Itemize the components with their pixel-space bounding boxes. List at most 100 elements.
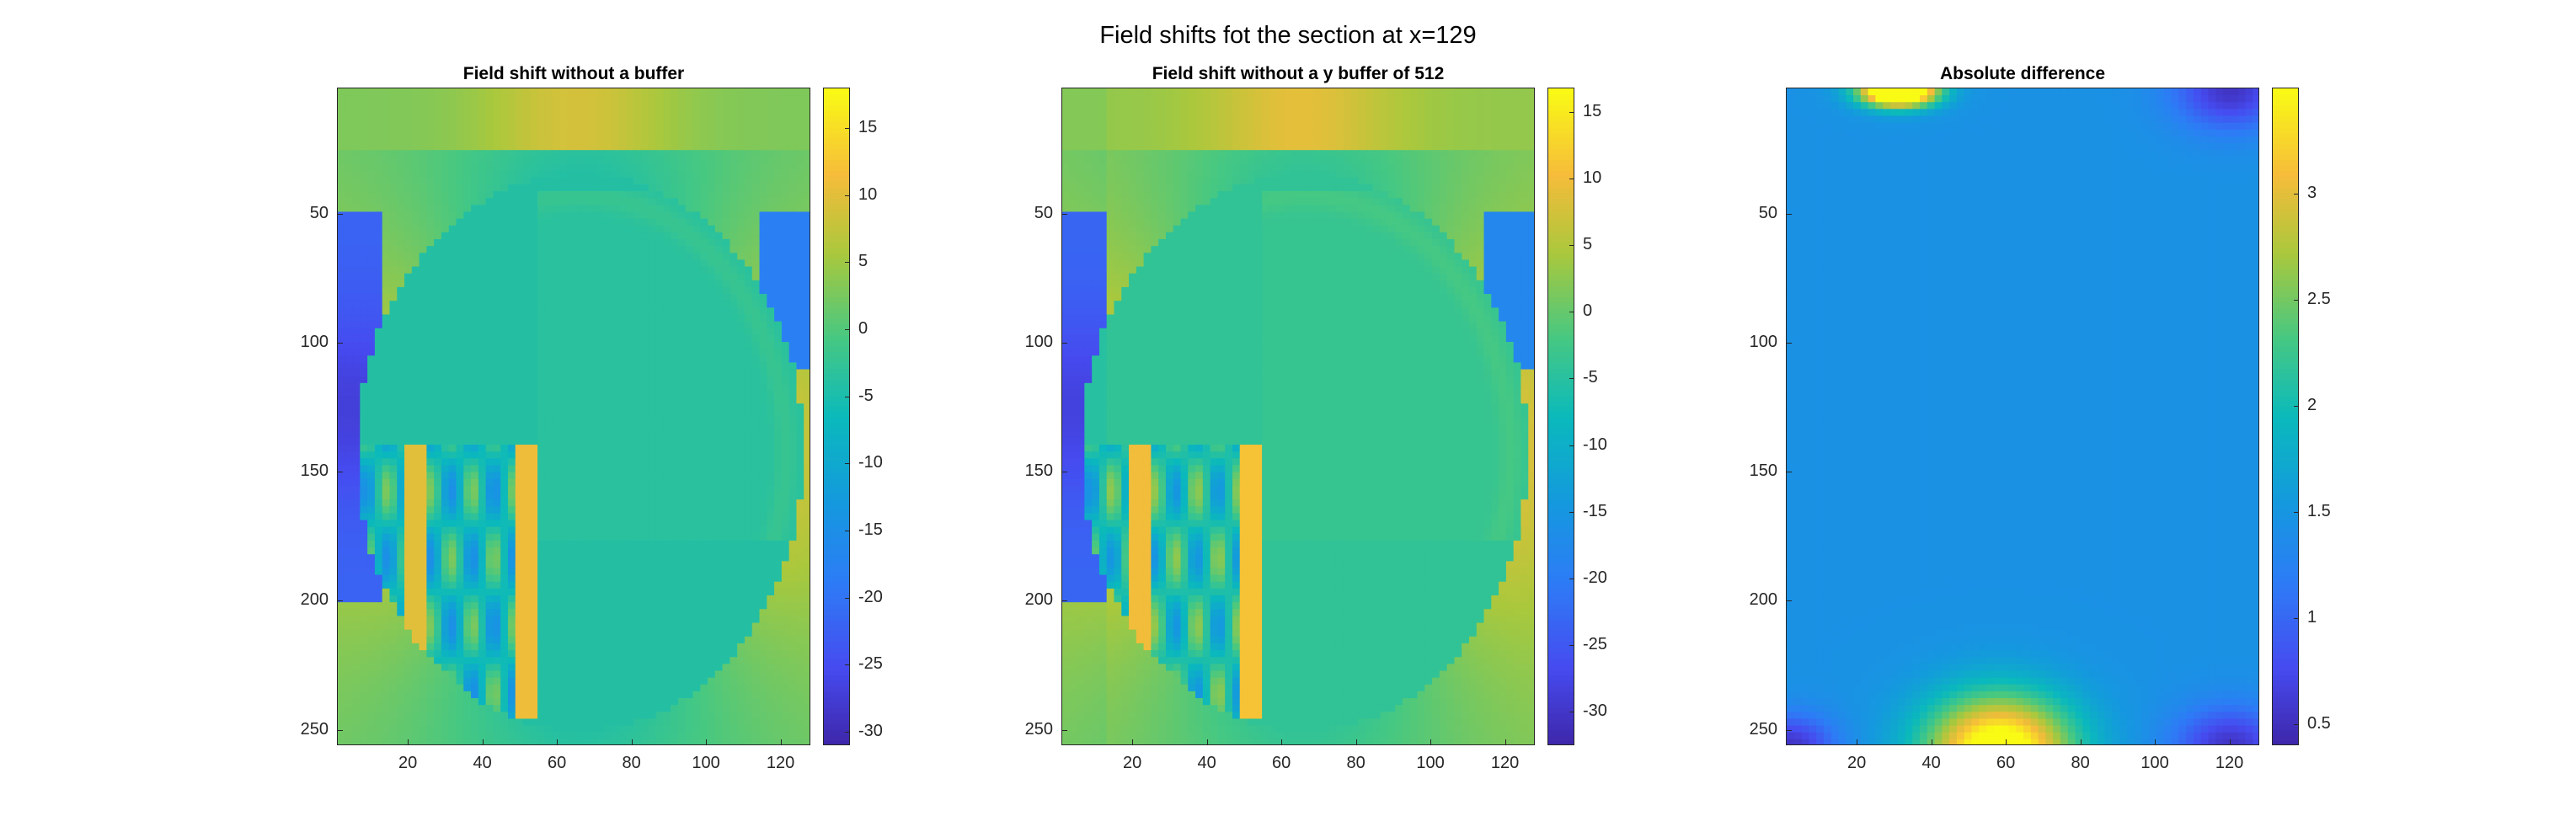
heatmap-cell: [478, 115, 487, 124]
heatmap-cell: [648, 177, 657, 185]
heatmap-cell: [544, 102, 553, 110]
heatmap-cell: [671, 301, 679, 308]
heatmap-cell: [426, 280, 435, 288]
heatmap-cell: [685, 225, 694, 233]
heatmap-cell: [559, 136, 568, 144]
heatmap-cell: [552, 437, 561, 445]
heatmap-cell: [722, 328, 731, 336]
heatmap-cell: [374, 246, 383, 253]
heatmap-cell: [788, 595, 798, 603]
heatmap-cell: [360, 136, 368, 144]
heatmap-cell: [507, 609, 516, 617]
heatmap-cell: [522, 136, 531, 144]
heatmap-cell: [767, 143, 775, 151]
heatmap-cell: [382, 177, 391, 185]
heatmap-cell: [448, 294, 457, 301]
heatmap-cell: [478, 205, 487, 213]
heatmap-cell: [641, 177, 649, 185]
heatmap-cell: [559, 266, 568, 275]
heatmap-cell: [389, 445, 398, 452]
heatmap-cell: [581, 115, 591, 124]
heatmap-cell: [352, 465, 361, 473]
heatmap-cell: [530, 109, 538, 117]
heatmap-cell: [404, 581, 413, 589]
heatmap-cell: [382, 581, 391, 589]
heatmap-cell: [338, 342, 346, 349]
heatmap-cell: [463, 382, 472, 391]
heatmap-cell: [575, 397, 583, 404]
heatmap-cell: [648, 526, 657, 535]
heatmap-cell: [692, 499, 701, 507]
heatmap-cell: [360, 191, 368, 199]
heatmap-cell: [685, 513, 694, 521]
heatmap-cell: [751, 136, 761, 144]
heatmap-cell: [604, 102, 612, 110]
heatmap-cell: [352, 314, 361, 323]
heatmap-cell: [575, 286, 583, 295]
heatmap-cell: [419, 472, 427, 480]
heatmap-cell: [788, 198, 798, 205]
heatmap-cell: [655, 376, 664, 384]
heatmap-cell: [397, 588, 405, 596]
heatmap-cell: [485, 259, 494, 268]
heatmap-cell: [345, 561, 354, 569]
heatmap-cell: [522, 554, 531, 562]
heatmap-cell: [722, 143, 731, 151]
heatmap-cell: [352, 506, 361, 514]
heatmap-cell: [759, 506, 767, 514]
heatmap-cell: [537, 280, 546, 288]
heatmap-cell: [581, 225, 591, 233]
heatmap-cell: [507, 177, 516, 185]
heatmap-cell: [633, 259, 642, 268]
heatmap-cell: [781, 355, 790, 364]
heatmap-cell: [389, 157, 398, 165]
heatmap-cell: [345, 588, 354, 596]
heatmap-cell: [655, 437, 664, 445]
heatmap-cell: [500, 342, 509, 349]
heatmap-cell: [515, 273, 524, 281]
heatmap-cell: [448, 238, 457, 247]
heatmap-cell: [448, 314, 457, 323]
heatmap-cell: [500, 259, 509, 268]
heatmap-cell: [544, 410, 553, 419]
heatmap-cell: [404, 574, 413, 583]
heatmap-cell: [367, 143, 376, 151]
heatmap-cell: [788, 362, 798, 371]
heatmap-cell: [781, 286, 790, 295]
heatmap-cell: [596, 355, 605, 364]
heatmap-cell: [655, 307, 664, 316]
heatmap-cell: [611, 437, 620, 445]
heatmap-cell: [781, 321, 790, 329]
heatmap-cell: [552, 588, 561, 596]
heatmap-cell: [567, 280, 575, 288]
heatmap-cell: [493, 397, 501, 404]
heatmap-cell: [759, 561, 767, 569]
heatmap-cell: [714, 301, 724, 308]
heatmap-cell: [633, 410, 642, 419]
heatmap-cell: [641, 513, 649, 521]
heatmap-cell: [544, 430, 553, 439]
heatmap-cell: [507, 595, 516, 603]
heatmap-cell: [737, 451, 746, 459]
heatmap-cell: [671, 334, 679, 343]
heatmap-cell: [611, 102, 620, 110]
heatmap-cell: [434, 205, 442, 213]
heatmap-cell: [804, 349, 810, 356]
heatmap-cell: [788, 410, 798, 419]
heatmap-cell: [544, 389, 553, 397]
heatmap-cell: [767, 286, 775, 295]
heatmap-cell: [507, 349, 516, 356]
heatmap-cell: [722, 492, 731, 500]
heatmap-cell: [677, 397, 687, 404]
heatmap-cell: [618, 513, 628, 521]
heatmap-cell: [522, 430, 531, 439]
heatmap-cell: [685, 472, 694, 480]
heatmap-cell: [493, 465, 501, 473]
heatmap-cell: [559, 397, 568, 404]
heatmap-cell: [722, 253, 731, 260]
heatmap-cell: [456, 588, 464, 596]
heatmap-cell: [589, 355, 597, 364]
heatmap-cell: [404, 397, 413, 404]
heatmap-cell: [552, 266, 561, 275]
heatmap-cell: [552, 485, 561, 493]
